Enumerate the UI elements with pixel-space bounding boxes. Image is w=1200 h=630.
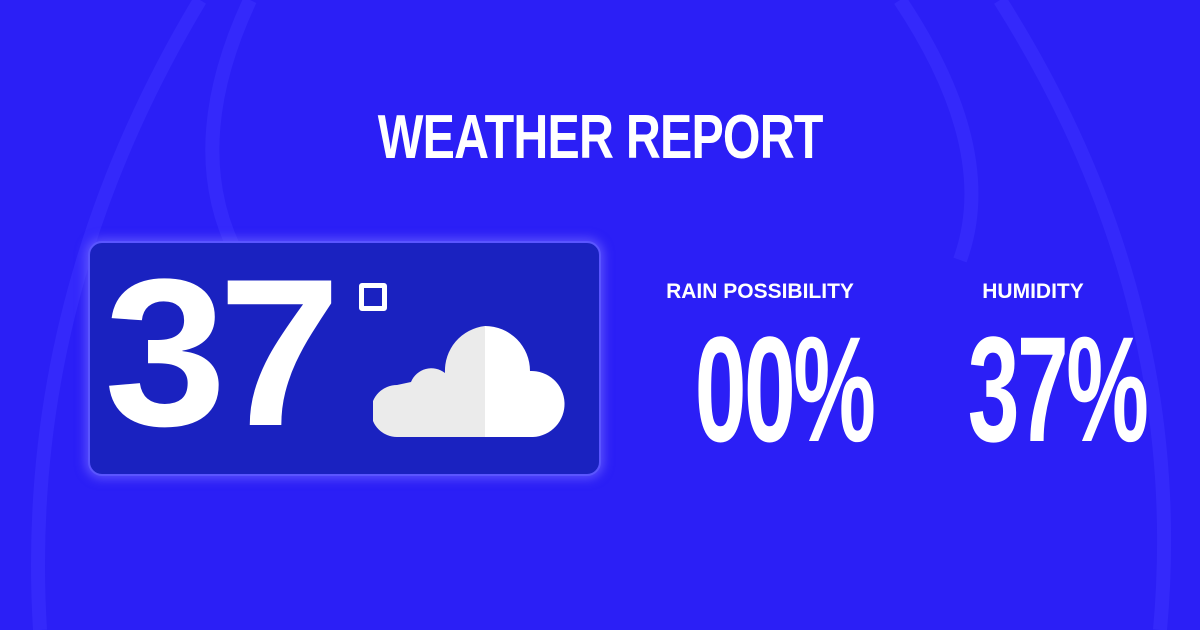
humidity-label: HUMIDITY xyxy=(982,280,1084,303)
rain-value: 00% xyxy=(694,305,876,473)
degree-icon xyxy=(359,283,387,311)
page-title: WEATHER REPORT xyxy=(377,103,824,172)
humidity: HUMIDITY 37% xyxy=(913,280,1153,474)
rain-possibility: RAIN POSSIBILITY 00% xyxy=(640,280,880,474)
humidity-value: 37% xyxy=(967,305,1149,473)
cloud-icon xyxy=(373,326,565,437)
temperature-card: 37 xyxy=(88,241,601,476)
rain-label: RAIN POSSIBILITY xyxy=(666,280,854,303)
temperature-value: 37 xyxy=(104,235,341,470)
